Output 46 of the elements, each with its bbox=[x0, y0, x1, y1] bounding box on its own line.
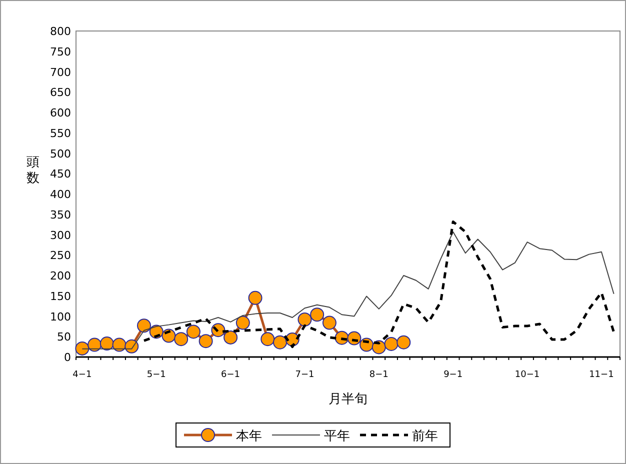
y-tick-label: 800 bbox=[50, 25, 71, 38]
point bbox=[236, 316, 250, 330]
y-tick-label: 450 bbox=[50, 168, 71, 181]
point bbox=[384, 336, 398, 351]
point bbox=[396, 335, 411, 350]
y-tick-label: 300 bbox=[50, 228, 71, 242]
x-tick-label: 11−1 bbox=[589, 370, 614, 380]
y-tick-label: 350 bbox=[50, 208, 71, 222]
y-axis-title: 頭数 bbox=[26, 155, 40, 186]
y-tick-label: 100 bbox=[50, 310, 71, 324]
y-tick-label: 0 bbox=[64, 351, 71, 364]
point bbox=[75, 341, 90, 356]
x-tick-label: 4−1 bbox=[72, 370, 92, 380]
x-axis-title: 月半旬 bbox=[328, 392, 368, 407]
y-tick-label: 600 bbox=[50, 106, 71, 120]
y-tick-label: 750 bbox=[50, 45, 71, 58]
x-tick-label: 7−1 bbox=[295, 370, 314, 380]
y-tick-label: 200 bbox=[50, 270, 71, 282]
y-tick-label: 650 bbox=[50, 86, 71, 100]
point bbox=[260, 332, 275, 346]
y-tick-label: 500 bbox=[50, 147, 71, 160]
point bbox=[248, 290, 262, 305]
point bbox=[174, 332, 188, 346]
point bbox=[198, 334, 213, 348]
point bbox=[186, 324, 200, 339]
y-tick-label: 150 bbox=[50, 290, 71, 303]
y-tick-label: 550 bbox=[50, 126, 71, 140]
y-tick-label: 50 bbox=[57, 330, 71, 344]
point bbox=[298, 312, 312, 327]
x-tick-label: 10−1 bbox=[514, 370, 540, 380]
point bbox=[137, 318, 151, 333]
y-tick-label: 250 bbox=[50, 249, 71, 262]
point bbox=[273, 335, 287, 350]
x-tick-label: 6−1 bbox=[221, 370, 240, 380]
legend-label: 本年 bbox=[236, 429, 262, 444]
x-tick-label: 9−1 bbox=[444, 370, 463, 380]
point bbox=[100, 336, 114, 351]
point bbox=[224, 330, 238, 344]
y-tick-label: 700 bbox=[50, 66, 71, 79]
y-tick-label: 400 bbox=[50, 188, 71, 201]
legend-label: 前年 bbox=[412, 429, 438, 444]
legend-label: 平年 bbox=[324, 429, 350, 444]
x-tick-label: 5−1 bbox=[146, 370, 166, 380]
x-tick-label: 8−1 bbox=[369, 370, 388, 380]
point bbox=[310, 308, 324, 322]
point bbox=[322, 316, 336, 330]
